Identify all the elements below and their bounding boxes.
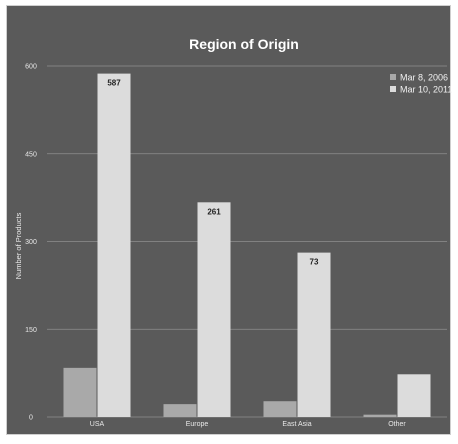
chart-title: Region of Origin <box>189 36 299 52</box>
x-tick-label: USA <box>90 421 105 428</box>
y-tick-label: 300 <box>25 239 37 246</box>
bar-europe-series-1 <box>163 404 197 417</box>
bar-usa-series-1 <box>63 367 97 417</box>
y-tick-label: 450 <box>25 151 37 158</box>
bar-east-asia-series-2 <box>297 252 331 417</box>
axis-ticks-layer: 0 150 300 450 600 USA Europe East Asia Other <box>25 64 406 429</box>
bar-usa-series-2 <box>97 73 131 417</box>
y-tick-label: 600 <box>25 64 37 71</box>
bar-east-asia-series-1 <box>263 401 297 417</box>
bar-europe-series-2 <box>197 202 231 417</box>
y-tick-label: 0 <box>29 415 33 422</box>
bar-other-series-2 <box>397 374 431 417</box>
x-tick-label: Other <box>388 421 406 428</box>
bars-layer <box>63 73 431 417</box>
legend-swatch-series-2 <box>390 86 396 92</box>
y-tick-label: 150 <box>25 327 37 334</box>
bar-chart: Region of Origin 587 261 73 0 150 300 450 600 U… <box>14 36 452 429</box>
bar-other-series-1 <box>363 414 397 417</box>
x-tick-label: East Asia <box>282 421 311 428</box>
y-axis-label: Number of Products <box>14 212 23 279</box>
data-label: 587 <box>107 79 121 88</box>
legend-label-series-2: Mar 10, 2011 <box>400 85 452 95</box>
legend: Mar 8, 2006 Mar 10, 2011 <box>390 73 452 95</box>
chart-frame: Region of Origin 587 261 73 0 150 300 450 600 U… <box>6 5 452 435</box>
legend-swatch-series-1 <box>390 74 396 80</box>
x-tick-label: Europe <box>186 421 209 428</box>
data-label: 73 <box>310 258 319 267</box>
legend-label-series-1: Mar 8, 2006 <box>400 73 448 83</box>
data-labels-layer: 587 261 73 <box>107 79 319 267</box>
data-label: 261 <box>207 207 221 216</box>
